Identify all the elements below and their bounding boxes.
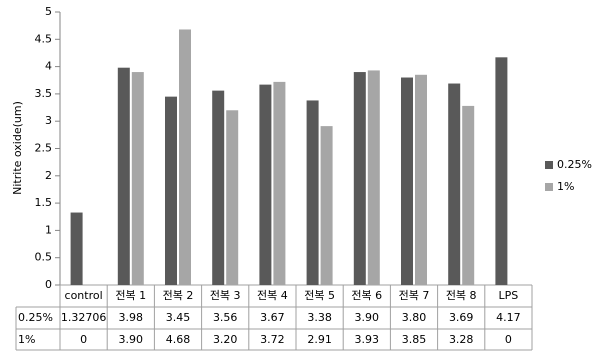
- y-tick-label: 2: [45, 169, 52, 182]
- x-tick-label: 전복 1: [115, 289, 146, 302]
- table-cell: 3.90: [119, 333, 144, 346]
- bar: [401, 77, 413, 286]
- y-tick-label: 0.5: [35, 251, 53, 264]
- table-row-label: 1%: [18, 333, 35, 346]
- y-tick-label: 3: [45, 114, 52, 127]
- x-tick-label: 전복 7: [399, 289, 430, 302]
- bar: [131, 72, 144, 285]
- y-tick-label: 5: [45, 5, 52, 18]
- table-cell: 4.68: [166, 333, 191, 346]
- y-tick-label: 3.5: [35, 87, 53, 100]
- table-cell: 3.45: [166, 311, 191, 324]
- bar: [353, 72, 366, 285]
- bar: [320, 126, 333, 285]
- bar: [306, 100, 319, 286]
- x-tick-label: 전복 4: [257, 289, 288, 302]
- y-axis-label: Nitrite oxide(um): [11, 101, 24, 195]
- bar: [462, 105, 475, 285]
- table-cell: 3.20: [213, 333, 238, 346]
- legend-label: 0.25%: [557, 158, 592, 171]
- table-cell: 3.80: [402, 311, 427, 324]
- legend-swatch: [545, 183, 553, 191]
- table-cell: 3.38: [307, 311, 332, 324]
- bar: [165, 96, 177, 285]
- x-tick-label: 전복 5: [304, 289, 335, 302]
- bar: [367, 70, 380, 285]
- y-tick-label: 0: [45, 278, 52, 291]
- bar: [226, 110, 239, 285]
- table-cell: 3.28: [449, 333, 474, 346]
- table-cell: 3.56: [213, 311, 238, 324]
- table-row-label: 0.25%: [18, 311, 53, 324]
- table-cell: 2.91: [307, 333, 332, 346]
- x-tick-label: 전복 8: [446, 289, 477, 302]
- y-tick-label: 4.5: [35, 32, 53, 45]
- bar: [70, 212, 83, 285]
- table-cell: 3.98: [119, 311, 144, 324]
- bar: [179, 29, 191, 285]
- table-cell: 0: [505, 333, 512, 346]
- table-cell: 3.85: [402, 333, 427, 346]
- legend-swatch: [545, 161, 553, 169]
- bar: [415, 74, 427, 285]
- y-tick-label: 4: [45, 60, 52, 73]
- bar: [273, 81, 286, 285]
- bar: [259, 84, 272, 285]
- bar: [117, 67, 130, 285]
- table-cell: 3.69: [449, 311, 474, 324]
- y-tick-label: 1.5: [35, 196, 53, 209]
- table-cell: 3.93: [355, 333, 380, 346]
- y-tick-label: 1: [45, 223, 52, 236]
- table-cell: 3.67: [260, 311, 285, 324]
- bar: [212, 90, 225, 286]
- table-cell: 3.72: [260, 333, 285, 346]
- x-tick-label: 전복 3: [210, 289, 241, 302]
- table-cell: 1.32706: [61, 311, 107, 324]
- table-cell: 4.17: [496, 311, 521, 324]
- bar: [495, 57, 508, 286]
- legend-label: 1%: [557, 180, 574, 193]
- table-cell: 0: [80, 333, 87, 346]
- x-tick-label: 전복 6: [351, 289, 382, 302]
- x-tick-label: control: [65, 289, 103, 302]
- bar: [448, 83, 461, 285]
- x-tick-label: 전복 2: [163, 289, 194, 302]
- table-cell: 3.90: [355, 311, 380, 324]
- x-tick-label: LPS: [499, 289, 519, 302]
- y-tick-label: 2.5: [35, 142, 53, 155]
